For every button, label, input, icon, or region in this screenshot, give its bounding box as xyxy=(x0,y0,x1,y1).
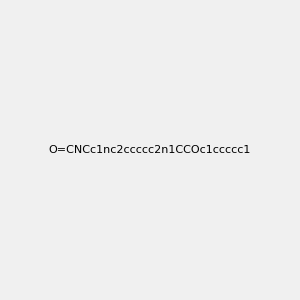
Text: O=CNCc1nc2ccccc2n1CCOc1ccccc1: O=CNCc1nc2ccccc2n1CCOc1ccccc1 xyxy=(49,145,251,155)
